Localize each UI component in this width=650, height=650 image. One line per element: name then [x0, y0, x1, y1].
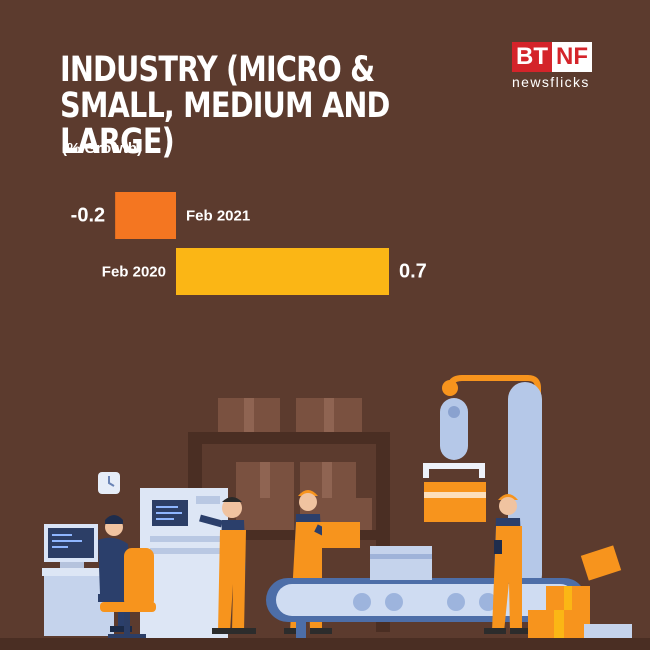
bar-chart: -0.2 Feb 2021 0.7 Feb 2020 — [71, 192, 427, 295]
chart-subtitle: (% Growth) — [62, 140, 142, 157]
control-panel — [140, 488, 228, 638]
logo-tagline: newsflicks — [512, 74, 590, 90]
chart-title: INDUSTRY (MICRO & SMALL, MEDIUM AND LARG… — [60, 50, 390, 162]
box-icon — [580, 545, 622, 581]
robotic-arm — [423, 375, 542, 592]
logo-mark: BT NF — [512, 42, 612, 72]
seated-worker — [98, 515, 134, 632]
bar-feb-2021 — [115, 192, 176, 239]
shelf-top — [188, 432, 390, 444]
bt-newsflicks-logo: BT NF newsflicks — [512, 42, 612, 90]
bar-value-label: 0.7 — [399, 261, 427, 283]
category-label: Feb 2021 — [186, 208, 250, 225]
box-icon — [236, 498, 294, 530]
category-label: Feb 2020 — [102, 264, 166, 281]
logo-nf-text: NF — [552, 42, 592, 72]
worker-at-panel — [199, 497, 256, 634]
box-icon — [424, 482, 486, 522]
bar-feb-2020 — [176, 248, 389, 295]
factory-illustration — [0, 375, 650, 650]
box-icon — [296, 398, 362, 432]
box-icon — [370, 546, 432, 580]
floor — [0, 638, 650, 650]
clock-icon — [98, 472, 120, 494]
chair-icon — [100, 548, 156, 638]
worker-with-tablet — [484, 494, 532, 634]
shelf-middle — [188, 530, 390, 540]
bar-value-label: -0.2 — [71, 205, 105, 227]
box-icon — [236, 462, 294, 498]
box-icon — [218, 398, 280, 432]
logo-bt-text: BT — [512, 42, 552, 72]
